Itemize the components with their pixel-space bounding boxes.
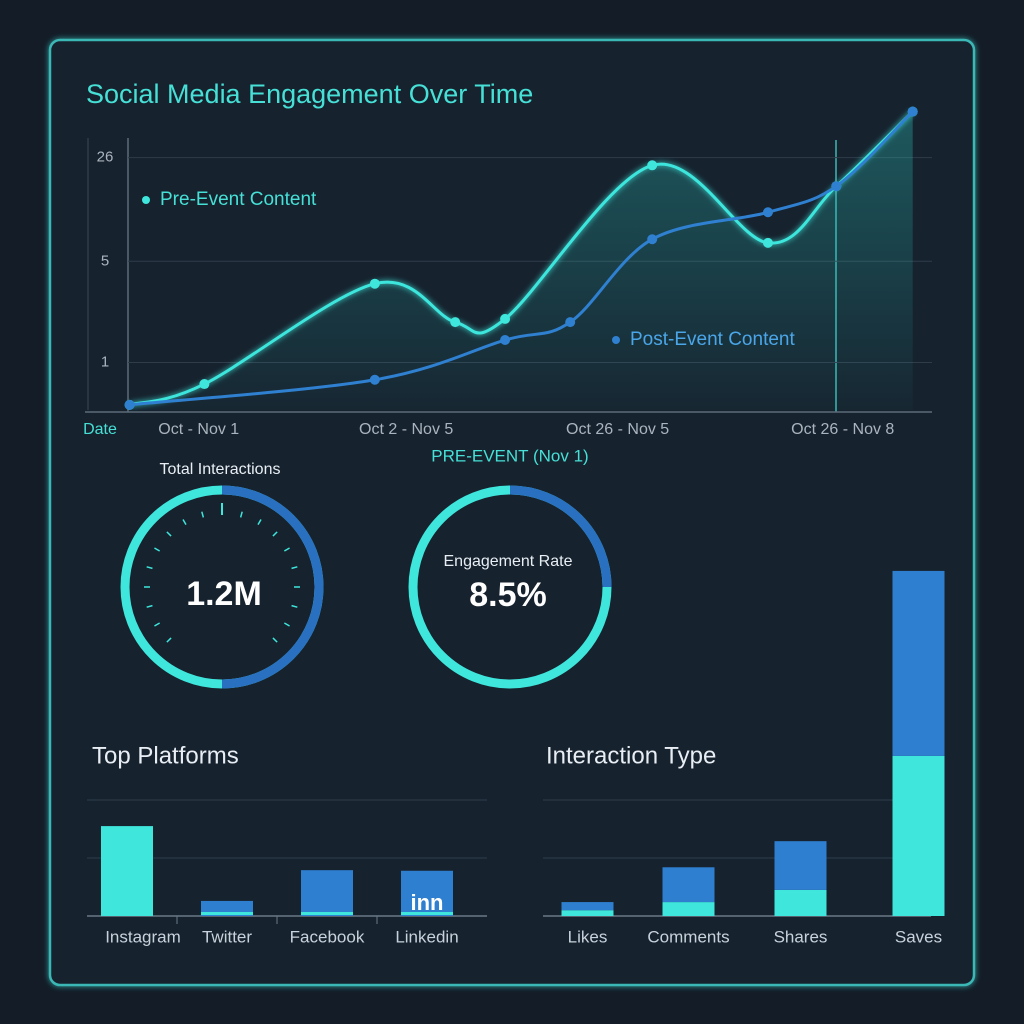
x-tick-label: Oct - Nov 1 [158, 421, 239, 438]
point [647, 234, 658, 245]
y-tick-label: 1 [101, 353, 109, 370]
bar-segment [561, 910, 614, 916]
bar-segment [561, 902, 614, 911]
x-tick-label: Shares [774, 927, 828, 946]
x-tick-label: Instagram [105, 927, 181, 946]
dial-tick [272, 637, 278, 643]
bar-segment [662, 867, 715, 903]
gauge-arc [221, 485, 324, 689]
dial-tick [166, 637, 172, 643]
point [500, 313, 511, 324]
legend-label: Post-Event Content [630, 329, 795, 350]
dial-tick [291, 604, 298, 608]
x-tick-label: Oct 26 - Nov 5 [566, 421, 669, 438]
dial-tick [257, 519, 262, 526]
x-tick-label: Oct 26 - Nov 8 [791, 421, 894, 438]
dial-tick [182, 519, 187, 526]
point [831, 181, 842, 192]
section-title: Top Platforms [92, 742, 239, 769]
dial-tick [166, 531, 172, 537]
dial-tick [146, 566, 153, 570]
x-tick-label: Linkedin [395, 927, 458, 946]
x-tick-label: Twitter [202, 927, 252, 946]
dial-tick [283, 622, 290, 627]
point [500, 335, 511, 346]
bar-base [201, 912, 253, 915]
point [369, 374, 380, 385]
kpi-label: Total Interactions [160, 461, 281, 478]
legend-dot [612, 336, 620, 344]
legend-dot [142, 196, 150, 204]
y-tick-label: 5 [101, 252, 109, 269]
bar [301, 870, 353, 916]
point [450, 317, 461, 328]
bar-segment [662, 902, 715, 916]
dashboard-title: Social Media Engagement Over Time [86, 79, 533, 109]
bar-segment [774, 841, 827, 890]
gauge-dial [144, 503, 300, 643]
series-line [129, 110, 914, 407]
dial-tick [239, 511, 243, 518]
legend-label: Pre-Event Content [160, 189, 317, 210]
x-tick-label: Facebook [290, 927, 365, 946]
bar [101, 826, 153, 916]
point [762, 207, 773, 218]
dial-tick [272, 531, 278, 537]
x-tick-label: Oct 2 - Nov 5 [359, 421, 453, 438]
dial-tick [146, 604, 153, 608]
area [129, 111, 913, 410]
bar-base [301, 912, 353, 915]
icon-text: inn [411, 890, 444, 915]
point [762, 237, 773, 248]
y-tick-label: 26 [97, 149, 114, 166]
annotation: PRE-EVENT (Nov 1) [431, 446, 588, 465]
dial-tick [154, 622, 161, 627]
gauge-arc [509, 485, 612, 588]
point [565, 317, 576, 328]
point [369, 278, 380, 289]
bar-segment [774, 889, 827, 916]
dial-tick [201, 511, 205, 518]
kpi-value: 1.2M [186, 575, 262, 613]
bar-base [401, 912, 453, 915]
x-tick-label: Likes [568, 927, 608, 946]
point [647, 160, 658, 171]
point [199, 379, 210, 390]
point [124, 399, 135, 410]
x-tick-label: Comments [647, 927, 729, 946]
x-tick-label: Saves [895, 927, 942, 946]
bar-segment [892, 570, 945, 756]
series-line [129, 110, 914, 407]
section-title: Interaction Type [546, 742, 716, 769]
point [907, 106, 918, 117]
dial-tick [283, 547, 290, 552]
dial-tick [154, 547, 161, 552]
kpi-value: 8.5% [469, 576, 547, 614]
x-axis-label: Date [83, 421, 117, 438]
bar-segment [892, 755, 945, 916]
kpi-label: Engagement Rate [444, 553, 573, 570]
bar [401, 870, 453, 916]
dial-tick [291, 566, 298, 570]
